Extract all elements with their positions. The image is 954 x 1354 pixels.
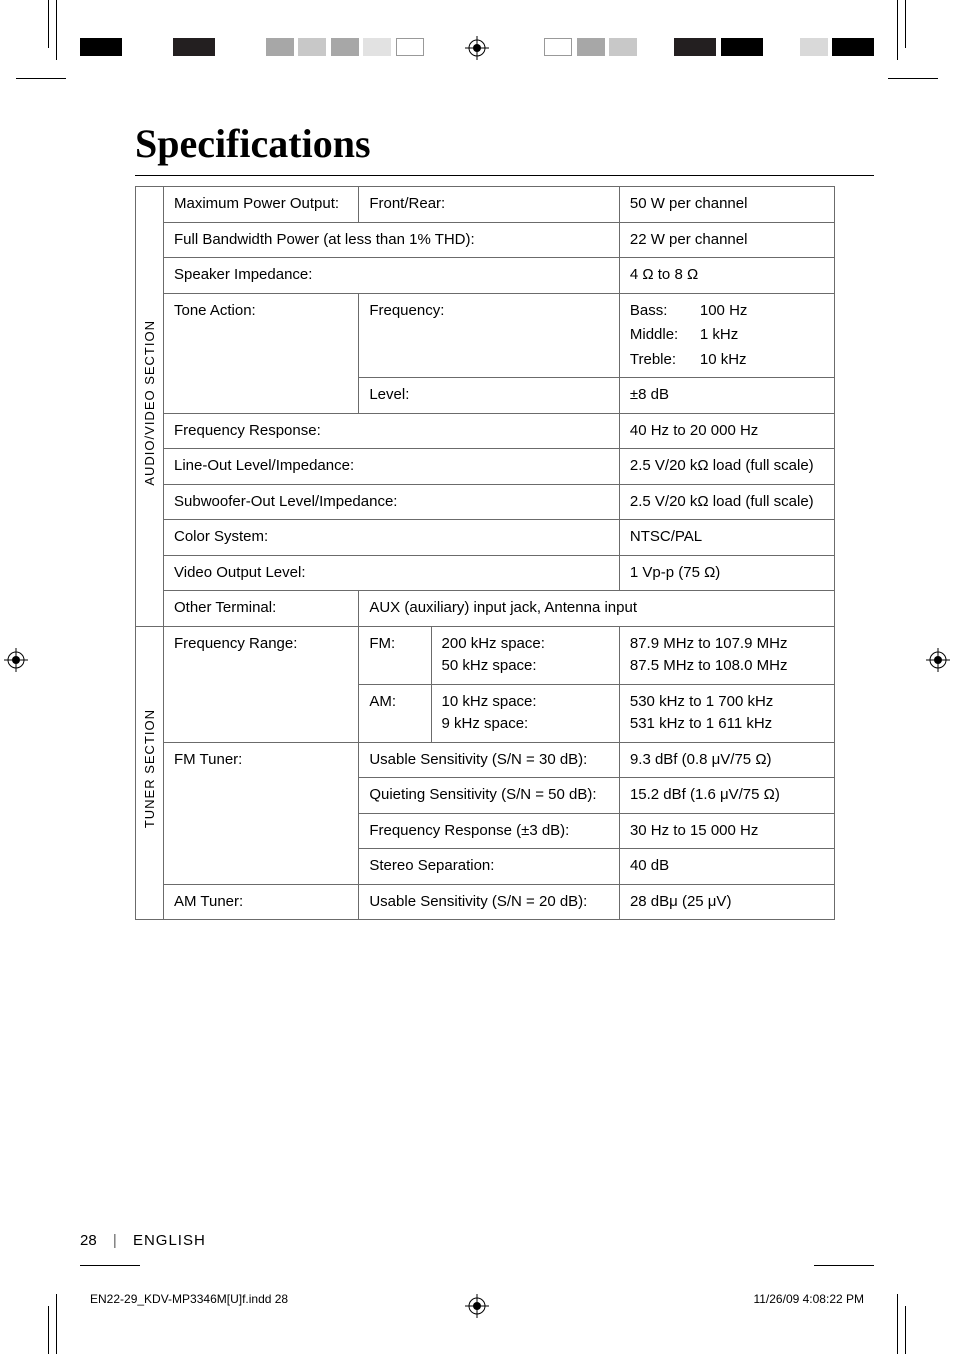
specifications-table: AUDIO/VIDEO SECTION Maximum Power Output… [135,186,835,920]
spec-label: Line-Out Level/Impedance: [164,449,620,485]
spec-value: 2.5 V/20 kΩ load (full scale) [619,484,834,520]
spec-value: 87.9 MHz to 107.9 MHz 87.5 MHz to 108.0 … [619,626,834,684]
spec-value: 1 Vp-p (75 Ω) [619,555,834,591]
spec-value: AUX (auxiliary) input jack, Antenna inpu… [359,591,835,627]
registration-mark-icon [465,36,489,60]
spec-label: Frequency Range: [164,626,359,742]
spec-label: AM Tuner: [164,884,359,920]
spec-value: 40 Hz to 20 000 Hz [619,413,834,449]
print-timestamp: 11/26/09 4:08:22 PM [753,1292,864,1306]
spec-label: Video Output Level: [164,555,620,591]
footer-separator: | [113,1232,117,1249]
section-label-tuner: TUNER SECTION [136,626,164,920]
section-label-av: AUDIO/VIDEO SECTION [136,187,164,627]
spec-sublabel: Level: [359,378,620,414]
spec-label: Tone Action: [164,293,359,413]
print-filename: EN22-29_KDV-MP3346M[U]f.indd 28 [90,1292,288,1306]
spec-sublabel: Front/Rear: [359,187,620,223]
language-label: ENGLISH [133,1232,206,1249]
spec-value: 4 Ω to 8 Ω [619,258,834,294]
spec-sublabel: Frequency Response (±3 dB): [359,813,620,849]
spec-sublabel: FM: [359,626,431,684]
registration-mark-icon [4,648,28,672]
spec-value: 22 W per channel [619,222,834,258]
spec-sublabel: AM: [359,684,431,742]
spec-value: 40 dB [619,849,834,885]
spec-label: FM Tuner: [164,742,359,884]
spec-sublabel: 200 kHz space: 50 kHz space: [431,626,619,684]
page-number: 28 [80,1232,97,1249]
spec-sublabel: Stereo Separation: [359,849,620,885]
print-metadata: EN22-29_KDV-MP3346M[U]f.indd 28 11/26/09… [90,1292,864,1306]
color-bar-right [544,38,874,56]
spec-sublabel: Frequency: [359,293,620,378]
spec-label: Full Bandwidth Power (at less than 1% TH… [164,222,620,258]
spec-value: 15.2 dBf (1.6 μV/75 Ω) [619,778,834,814]
spec-label: Color System: [164,520,620,556]
page-footer: 28 | ENGLISH [80,1232,206,1249]
spec-label: Other Terminal: [164,591,359,627]
spec-sublabel: Usable Sensitivity (S/N = 20 dB): [359,884,620,920]
page-title: Specifications [135,120,874,167]
spec-label: Frequency Response: [164,413,620,449]
title-rule [135,175,874,176]
spec-value: ±8 dB [619,378,834,414]
spec-value: 30 Hz to 15 000 Hz [619,813,834,849]
spec-value: 28 dBμ (25 μV) [619,884,834,920]
spec-value: 50 W per channel [619,187,834,223]
spec-label: Speaker Impedance: [164,258,620,294]
spec-sublabel: Usable Sensitivity (S/N = 30 dB): [359,742,620,778]
spec-sublabel: Quieting Sensitivity (S/N = 50 dB): [359,778,620,814]
spec-sublabel: 10 kHz space: 9 kHz space: [431,684,619,742]
registration-mark-icon [926,648,950,672]
spec-value: 2.5 V/20 kΩ load (full scale) [619,449,834,485]
spec-value: Bass:100 Hz Middle:1 kHz Treble:10 kHz [619,293,834,378]
spec-value: NTSC/PAL [619,520,834,556]
spec-value: 9.3 dBf (0.8 μV/75 Ω) [619,742,834,778]
color-bar-left [80,38,424,56]
spec-label: Maximum Power Output: [164,187,359,223]
spec-value: 530 kHz to 1 700 kHz 531 kHz to 1 611 kH… [619,684,834,742]
spec-label: Subwoofer-Out Level/Impedance: [164,484,620,520]
